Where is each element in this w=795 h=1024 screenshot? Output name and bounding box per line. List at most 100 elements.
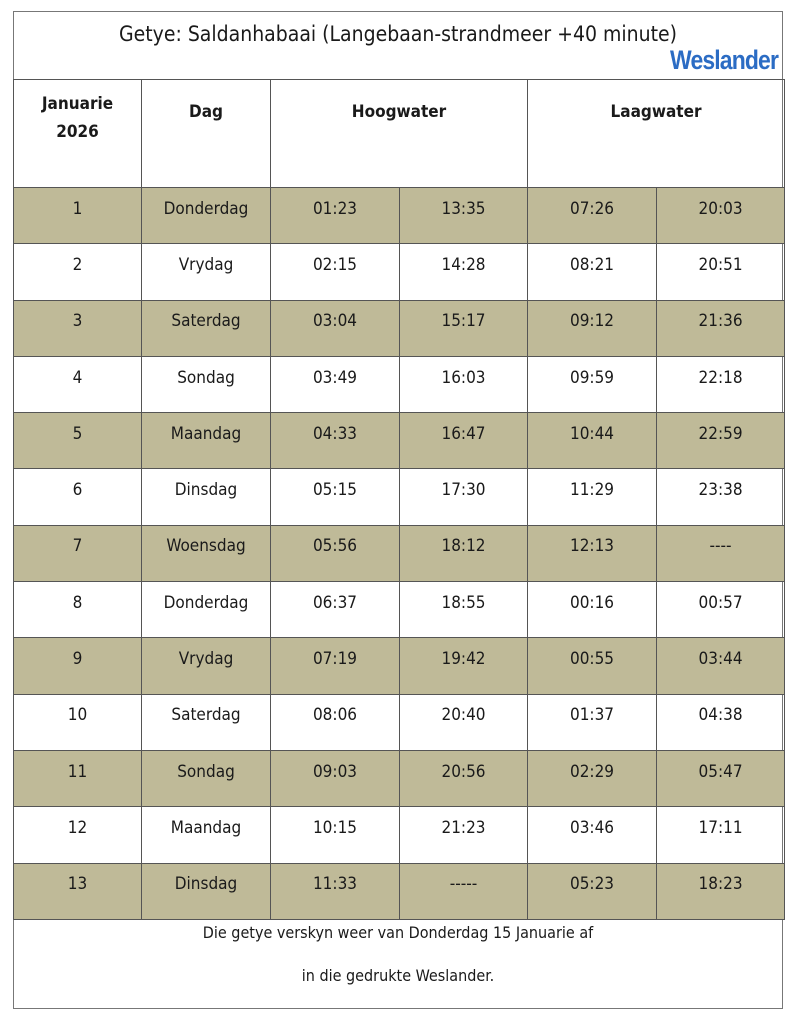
table-row: 4 Sondag 03:49 16:03 09:59 22:18 (13, 355, 786, 414)
cell-high2: 21:23 (398, 806, 529, 864)
cell-high2: 13:35 (398, 186, 529, 245)
cell-low1: 07:26 (527, 186, 658, 245)
cell-high2: 14:28 (398, 243, 529, 301)
table-row: 3 Saterdag 03:04 15:17 09:12 21:36 (13, 299, 786, 357)
table-row: 1 Donderdag 01:23 13:35 07:26 20:03 (13, 186, 786, 245)
cell-low2: 20:03 (656, 186, 786, 245)
cell-date: 7 (13, 524, 142, 583)
cell-high2: ----- (398, 862, 529, 920)
cell-date: 11 (13, 749, 142, 808)
cell-low2: 21:36 (656, 299, 786, 357)
cell-high2: 16:47 (398, 412, 529, 470)
cell-low1: 12:13 (527, 524, 658, 583)
table-row: 5 Maandag 04:33 16:47 10:44 22:59 (13, 412, 786, 470)
cell-high1: 03:49 (270, 355, 400, 414)
cell-date: 9 (13, 637, 142, 695)
cell-low1: 00:16 (527, 581, 658, 639)
cell-low2: 22:18 (656, 355, 786, 414)
cell-day: Maandag (141, 806, 271, 864)
cell-low1: 10:44 (527, 412, 658, 470)
header-high-water: Hoogwater (269, 79, 529, 188)
table-row: 8 Donderdag 06:37 18:55 00:16 00:57 (13, 581, 786, 639)
table-row: 12 Maandag 10:15 21:23 03:46 17:11 (13, 806, 786, 864)
cell-high1: 05:56 (270, 524, 400, 583)
cell-day: Donderdag (141, 581, 271, 639)
header-low-water: Laagwater (527, 79, 786, 188)
cell-day: Sondag (141, 749, 271, 808)
cell-low2: ---- (656, 524, 786, 583)
cell-low1: 09:12 (527, 299, 658, 357)
cell-high2: 20:56 (398, 749, 529, 808)
cell-date: 13 (13, 862, 142, 920)
cell-day: Dinsdag (141, 468, 271, 526)
cell-high1: 02:15 (270, 243, 400, 301)
footer-line-1: Die getye verskyn weer van Donderdag 15 … (202, 923, 594, 942)
cell-low1: 00:55 (527, 637, 658, 695)
table-row: 6 Dinsdag 05:15 17:30 11:29 23:38 (13, 468, 786, 526)
footer-note: Die getye verskyn weer van Donderdag 15 … (14, 911, 782, 997)
cell-date: 8 (13, 581, 142, 639)
cell-date: 6 (13, 468, 142, 526)
cell-day: Vrydag (141, 637, 271, 695)
cell-low1: 02:29 (527, 749, 658, 808)
cell-day: Sondag (141, 355, 271, 414)
table-row: 10 Saterdag 08:06 20:40 01:37 04:38 (13, 693, 786, 751)
cell-high2: 19:42 (398, 637, 529, 695)
cell-high1: 04:33 (270, 412, 400, 470)
cell-high2: 18:12 (398, 524, 529, 583)
cell-high2: 15:17 (398, 299, 529, 357)
header-date: Januarie 2026 (13, 79, 142, 188)
cell-high2: 16:03 (398, 355, 529, 414)
cell-low1: 11:29 (527, 468, 658, 526)
cell-day: Maandag (141, 412, 271, 470)
cell-high1: 06:37 (270, 581, 400, 639)
cell-high1: 03:04 (270, 299, 400, 357)
table-row: 7 Woensdag 05:56 18:12 12:13 ---- (13, 524, 786, 583)
cell-day: Vrydag (141, 243, 271, 301)
cell-high1: 01:23 (270, 186, 400, 245)
cell-high2: 20:40 (398, 693, 529, 751)
cell-low2: 04:38 (656, 693, 786, 751)
cell-low1: 09:59 (527, 355, 658, 414)
title-bar: Getye: Saldanhabaai (Langebaan-strandmee… (14, 12, 782, 80)
cell-high1: 09:03 (270, 749, 400, 808)
table-row: 13 Dinsdag 11:33 ----- 05:23 18:23 (13, 862, 786, 920)
cell-low2: 17:11 (656, 806, 786, 864)
cell-low1: 05:23 (527, 862, 658, 920)
cell-high1: 10:15 (270, 806, 400, 864)
tide-table-frame: Getye: Saldanhabaai (Langebaan-strandmee… (13, 11, 786, 1009)
cell-high1: 05:15 (270, 468, 400, 526)
cell-high2: 18:55 (398, 581, 529, 639)
cell-date: 5 (13, 412, 142, 470)
cell-day: Donderdag (141, 186, 271, 245)
cell-low1: 03:46 (527, 806, 658, 864)
cell-high1: 07:19 (270, 637, 400, 695)
cell-date: 1 (13, 186, 142, 245)
cell-day: Saterdag (141, 299, 271, 357)
cell-low2: 20:51 (656, 243, 786, 301)
table-row: 2 Vrydag 02:15 14:28 08:21 20:51 (13, 243, 786, 301)
cell-day: Saterdag (141, 693, 271, 751)
cell-low2: 22:59 (656, 412, 786, 470)
cell-date: 2 (13, 243, 142, 301)
cell-date: 10 (13, 693, 142, 751)
cell-low2: 18:23 (656, 862, 786, 920)
weslander-logo: Weslander (669, 45, 779, 75)
cell-low2: 00:57 (656, 581, 786, 639)
cell-date: 4 (13, 355, 142, 414)
cell-low2: 23:38 (656, 468, 786, 526)
cell-date: 12 (13, 806, 142, 864)
table-row: 11 Sondag 09:03 20:56 02:29 05:47 (13, 749, 786, 808)
tide-table: Januarie 2026 Dag Hoogwater Laagwater 1 Do… (13, 79, 786, 920)
table-row: 9 Vrydag 07:19 19:42 00:55 03:44 (13, 637, 786, 695)
cell-high2: 17:30 (398, 468, 529, 526)
cell-low1: 01:37 (527, 693, 658, 751)
cell-day: Woensdag (141, 524, 271, 583)
cell-low2: 03:44 (656, 637, 786, 695)
cell-date: 3 (13, 299, 142, 357)
page-title: Getye: Saldanhabaai (Langebaan-strandmee… (118, 22, 678, 46)
cell-low2: 05:47 (656, 749, 786, 808)
cell-high1: 08:06 (270, 693, 400, 751)
header-day: Dag (141, 79, 271, 188)
footer-line-2: in die gedrukte Weslander. (301, 966, 495, 985)
